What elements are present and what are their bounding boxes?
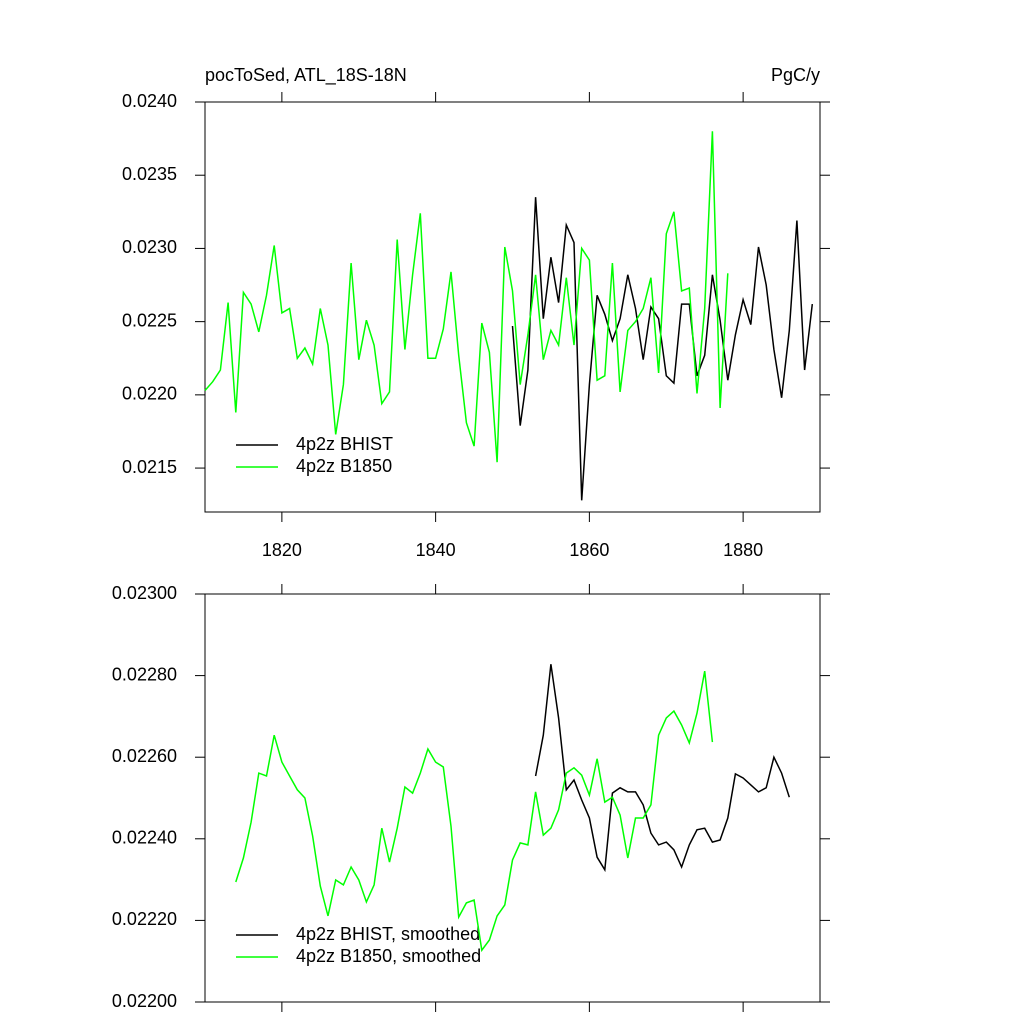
x-tick-label: 1820 (262, 540, 302, 560)
y-tick-label: 0.02280 (112, 664, 177, 684)
y-tick-label: 0.02200 (112, 991, 177, 1011)
y-tick-label: 0.02260 (112, 746, 177, 766)
y-tick-label: 0.02300 (112, 583, 177, 603)
legend-label: 4p2z BHIST, smoothed (296, 924, 480, 944)
data-line (534, 664, 791, 873)
y-tick-label: 0.02220 (112, 909, 177, 929)
chart-title: pocToSed, ATL_18S-18N (205, 65, 407, 86)
legend-label: 4p2z BHIST (296, 434, 393, 454)
x-tick-label: 1880 (723, 540, 763, 560)
plot-frame (204, 593, 821, 1003)
y-tick-label: 0.0235 (122, 164, 177, 184)
legend-label: 4p2z B1850, smoothed (296, 946, 481, 966)
y-tick-label: 0.0215 (122, 457, 177, 477)
y-tick-label: 0.02240 (112, 828, 177, 848)
x-tick-label: 1840 (416, 540, 456, 560)
x-tick-label: 1860 (569, 540, 609, 560)
y-tick-label: 0.0225 (122, 310, 177, 330)
y-tick-label: 0.0230 (122, 237, 177, 257)
units-label: PgC/y (771, 65, 820, 85)
legend-label: 4p2z B1850 (296, 456, 392, 476)
plot-frame (204, 101, 821, 513)
y-tick-label: 0.0220 (122, 384, 177, 404)
data-line (511, 197, 814, 501)
data-line (204, 131, 729, 463)
y-tick-label: 0.0240 (122, 91, 177, 111)
data-line (235, 670, 714, 953)
